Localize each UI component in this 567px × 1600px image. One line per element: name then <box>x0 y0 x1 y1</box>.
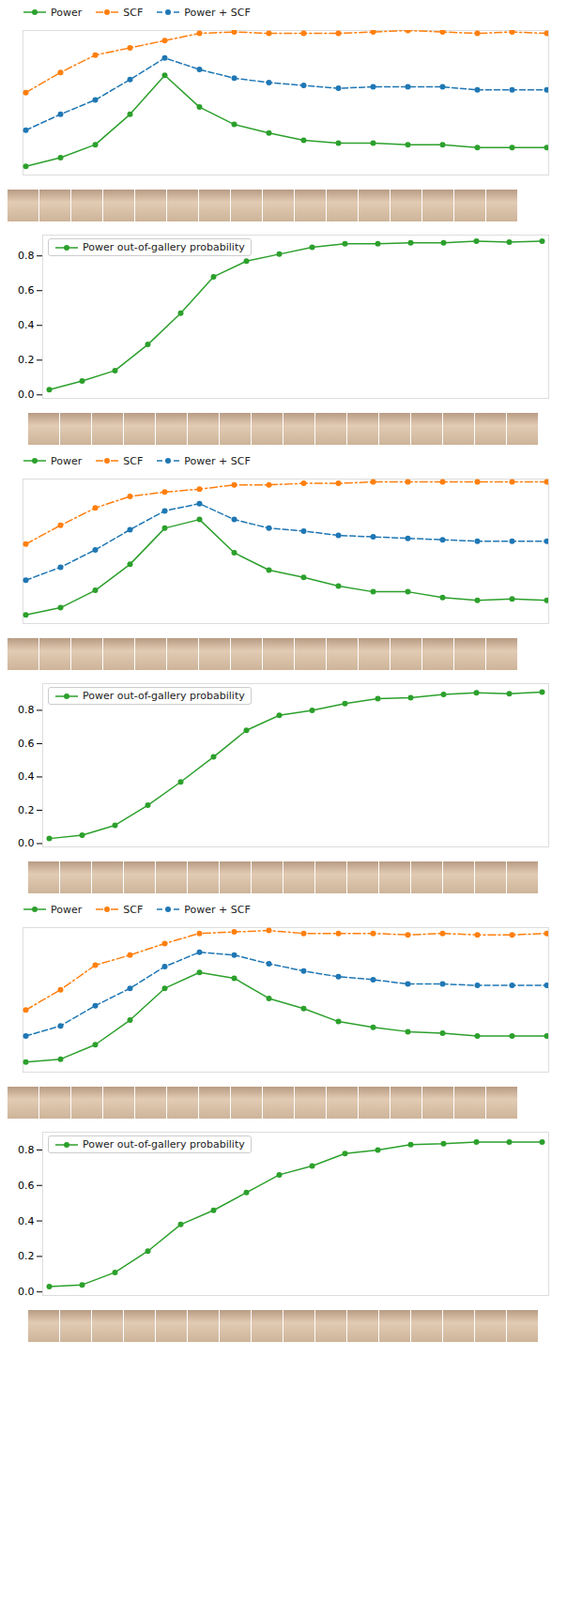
svg-text:0.8: 0.8 <box>17 1144 35 1157</box>
svg-text:0.4: 0.4 <box>17 770 35 783</box>
svg-text:0.6: 0.6 <box>17 1179 35 1193</box>
svg-text:0.8: 0.8 <box>17 704 35 717</box>
svg-text:0.0: 0.0 <box>17 837 35 850</box>
svg-text:0.0: 0.0 <box>17 388 35 401</box>
svg-text:0.2: 0.2 <box>17 804 35 817</box>
svg-text:0.4: 0.4 <box>17 1215 35 1228</box>
svg-text:0.6: 0.6 <box>17 737 35 751</box>
svg-text:0.4: 0.4 <box>17 319 35 332</box>
html-text:SCF: SCF <box>123 454 143 468</box>
html-text:SCF: SCF <box>123 903 143 916</box>
svg-text:0.8: 0.8 <box>17 249 35 262</box>
html-text:Power out-of-gallery probabili: Power out-of-gallery probability <box>82 241 245 254</box>
html-text:Power out-of-gallery probabili: Power out-of-gallery probability <box>82 1138 245 1151</box>
html-text:Power + SCF: Power + SCF <box>184 454 251 468</box>
svg-text:0.2: 0.2 <box>17 1250 35 1263</box>
svg-text:0.2: 0.2 <box>17 353 35 367</box>
svg-text:0.0: 0.0 <box>17 1286 35 1299</box>
svg-text:0.6: 0.6 <box>17 284 35 297</box>
html-text:Power: Power <box>50 903 82 916</box>
html-text:Power out-of-gallery probabili: Power out-of-gallery probability <box>82 689 245 703</box>
html-text:SCF: SCF <box>123 6 143 19</box>
html-text:Power: Power <box>50 6 82 19</box>
html-text:Power: Power <box>50 454 82 468</box>
html-text:Power + SCF: Power + SCF <box>184 6 251 19</box>
html-text:Power + SCF: Power + SCF <box>184 903 251 916</box>
